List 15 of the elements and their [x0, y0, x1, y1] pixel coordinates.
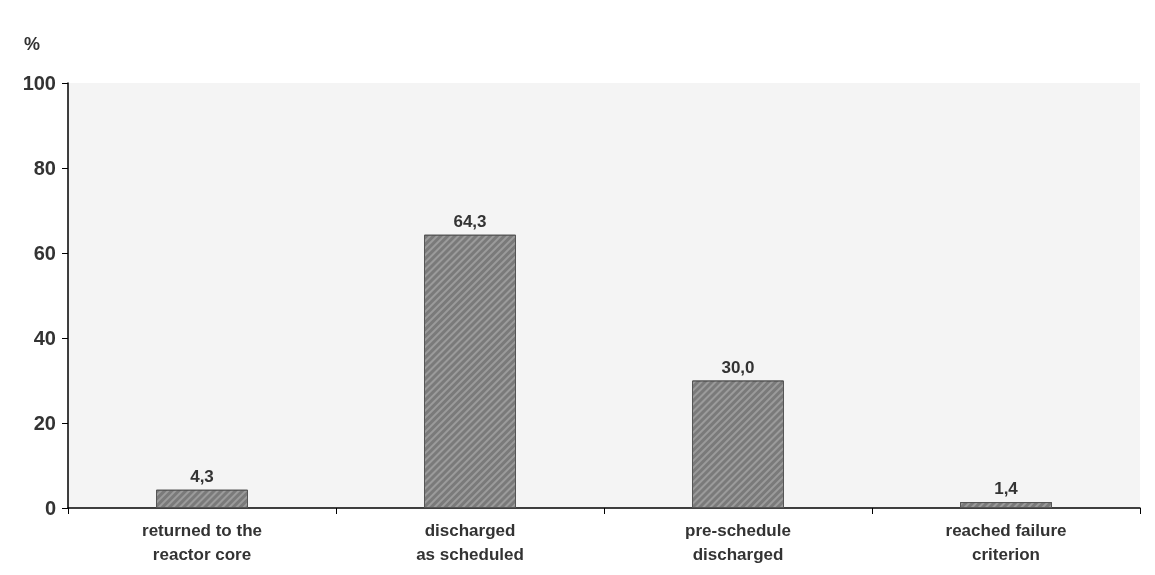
y-tick-label: 80: [33, 157, 56, 179]
x-tick-label: discharged as scheduled: [416, 520, 524, 564]
data-label: 4,3: [190, 466, 214, 486]
x-tick-label: pre-schedule discharged: [685, 520, 791, 564]
y-tick-label: 0: [44, 497, 56, 519]
data-label: 1,4: [994, 479, 1019, 499]
x-tick-label: reached failure criterion: [945, 520, 1067, 564]
y-tick-label: 100: [22, 72, 56, 94]
data-label: 30,0: [721, 357, 755, 377]
y-tick-label: 40: [33, 327, 56, 349]
data-label: 64,3: [453, 211, 487, 231]
y-tick-label: 20: [33, 412, 56, 434]
x-tick-label: returned to the reactor core: [142, 520, 262, 564]
y-tick-label: 60: [33, 242, 56, 264]
y-axis-title: %: [23, 34, 40, 54]
